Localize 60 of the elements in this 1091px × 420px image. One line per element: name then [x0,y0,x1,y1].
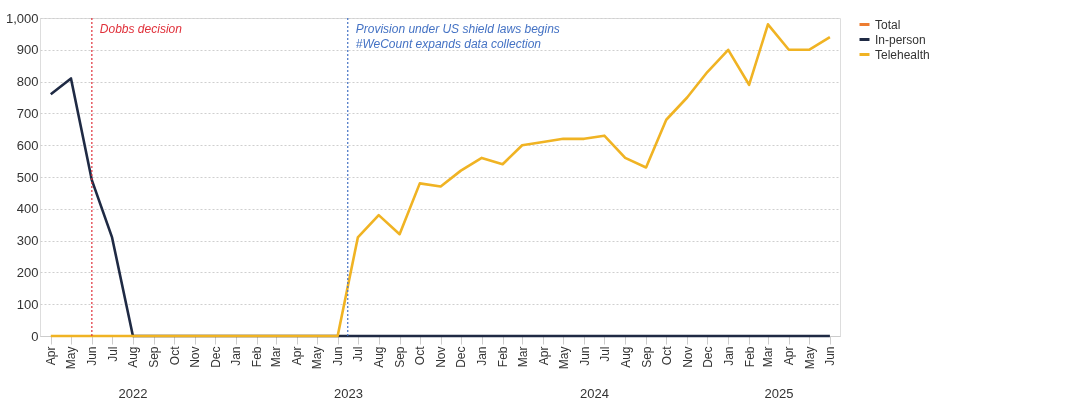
x-tick-label: Aug [618,346,633,368]
y-tick-label: 800 [16,74,39,90]
x-tick-label: Apr [536,346,551,366]
x-tick-label: Mar [761,346,776,368]
x-tick-label: Dec [454,346,469,368]
x-tick-label: Dec [700,346,715,368]
x-tick-label: Mar [269,346,284,368]
x-tick-label: Feb [742,346,757,368]
ref-line-label: Dobbs decision [99,22,183,36]
legend-label: In-person [875,32,926,47]
x-tick-label: Jun [823,346,838,366]
x-tick-label: Feb [250,346,265,368]
x-tick-label: Sep [393,346,408,368]
x-tick-label: Sep [639,346,654,368]
x-tick-label: Oct [167,345,182,366]
x-tick-label: Jul [105,346,120,362]
text: 2023 [333,386,363,401]
text: 2024 [580,386,610,401]
x-tick-label: Apr [44,346,59,366]
x-tick-label: Mar [515,346,530,368]
x-tick-label: Oct [413,345,428,366]
x-tick-label: Apr [290,346,305,366]
x-tick-label: Aug [126,346,141,368]
x-tick-label: Jun [85,346,100,366]
x-tick-label: May [64,346,79,370]
line-series [49,23,832,338]
ref-line-label: Provision under US shield laws begins #WeCount expands data collection [355,22,560,51]
x-tick-label: May [802,346,817,370]
y-tick-label: 600 [16,137,39,153]
text: 2025 [764,386,794,401]
x-tick-label: May [556,346,571,370]
y-tick-label: 300 [16,233,39,249]
legend-label: Total [875,17,901,32]
y-tick-label: 400 [16,201,39,217]
x-tick-label: Jan [721,346,736,366]
x-tick-label: Nov [188,346,203,368]
x-tick-label: Aug [372,346,387,368]
legend-label: Telehealth [875,47,930,62]
y-tick-label: 900 [16,42,39,58]
text: 2022 [118,386,148,401]
y-tick-label: 0 [31,328,39,344]
y-tick-label: 500 [16,169,39,185]
x-tick-label: Jul [597,346,612,362]
y-tick-label: 200 [16,264,39,280]
x-tick-label: Nov [680,346,695,368]
x-tick-label: Dec [208,346,223,368]
x-tick-label: Oct [659,345,674,366]
x-tick-label: Feb [496,346,511,368]
x-tick-label: Jun [331,346,346,366]
x-tick-label: Jan [229,346,244,366]
y-tick-label: 700 [16,105,39,121]
x-tick-label: Sep [147,346,162,368]
y-tick-label: 1,000 [5,10,39,26]
x-tick-label: Apr [782,346,797,366]
y-tick-label: 100 [16,296,39,312]
x-tick-label: Jun [577,346,592,366]
x-tick-label: Jan [475,346,490,366]
x-tick-label: May [310,346,325,370]
x-tick-label: Jul [351,346,366,362]
x-tick-label: Nov [434,346,449,368]
